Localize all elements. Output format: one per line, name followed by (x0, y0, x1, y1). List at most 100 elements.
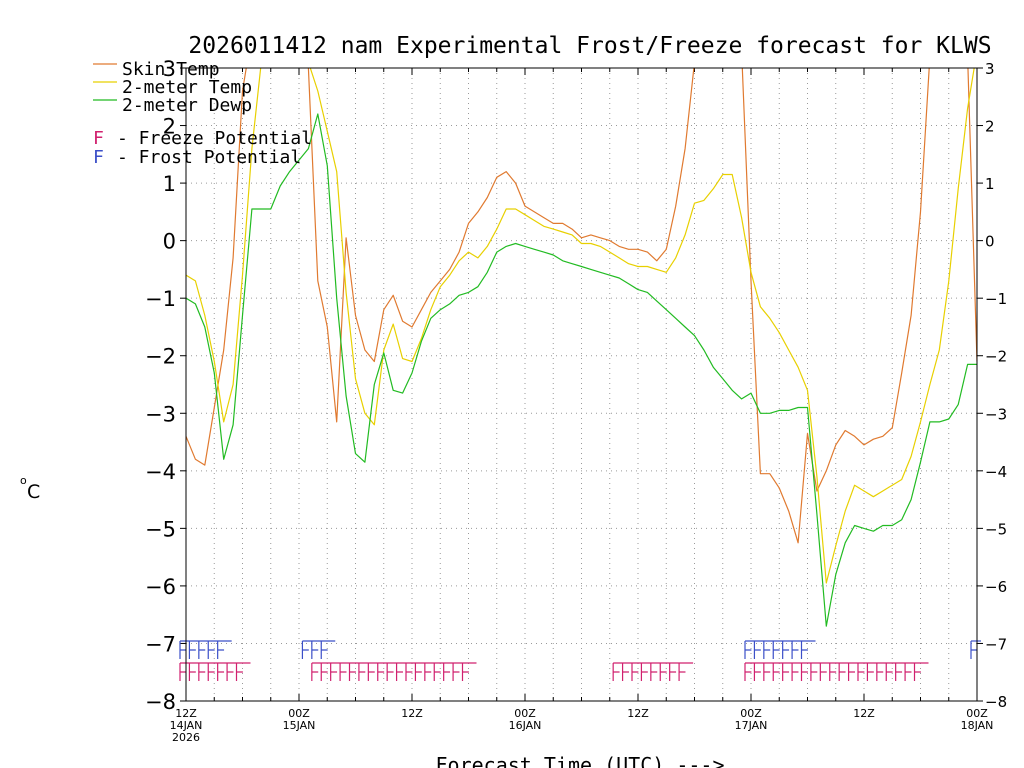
freeze-mark (414, 663, 422, 681)
freeze-mark (377, 663, 385, 681)
freeze-mark (885, 663, 893, 681)
frost-mark (320, 641, 328, 659)
y-tick-label-left: 0 (163, 230, 176, 254)
freeze-mark (753, 663, 761, 681)
frost-mark (970, 641, 978, 659)
freeze-mark (198, 663, 206, 681)
freeze-mark (179, 663, 187, 681)
freeze-mark (631, 663, 639, 681)
y-tick-label-right: −8 (985, 693, 1007, 711)
x-tick-label: 00Z (514, 707, 536, 720)
y-tick-label-right: −4 (985, 463, 1007, 481)
freeze-mark (395, 663, 403, 681)
potential-markers (179, 640, 981, 681)
potential-legend-mark: F (93, 128, 104, 149)
frost-mark (782, 641, 790, 659)
x-tick-label: 12Z (401, 707, 423, 720)
freeze-mark (819, 663, 827, 681)
frost-mark (311, 641, 319, 659)
freeze-mark (405, 663, 413, 681)
freeze-mark (866, 663, 874, 681)
x-tick-label: 12Z (853, 707, 875, 720)
frost-mark (744, 641, 752, 659)
series-lines (186, 68, 977, 627)
freeze-mark (782, 663, 790, 681)
series-line (186, 68, 977, 544)
freeze-mark (207, 663, 215, 681)
y-axis: −8 −8 −7 −7 −6 −6 −5 −5 −4 −4 −3 −3 −2 −2 −1 −1 0 0 1 1 2 2 3 3 (145, 57, 1007, 714)
x-tick-label: 18JAN (961, 719, 994, 732)
x-tick-label: 12Z (175, 707, 197, 720)
frost-mark (800, 641, 808, 659)
y-tick-label-left: −5 (145, 517, 176, 541)
grid-lines (186, 68, 977, 701)
x-axis-label: Forecast Time (UTC) ---> (436, 753, 725, 768)
frost-mark (772, 641, 780, 659)
plot-frame (185, 67, 978, 702)
frost-mark (753, 641, 761, 659)
freeze-mark (650, 663, 658, 681)
freeze-mark (367, 663, 375, 681)
legend-label: 2-meter Temp (122, 77, 252, 98)
y-tick-label-right: −6 (985, 578, 1007, 596)
x-tick-label: 15JAN (283, 719, 316, 732)
potential-legend-label: - Freeze Potential (117, 128, 312, 149)
freeze-mark (800, 663, 808, 681)
x-tick-label: 00Z (740, 707, 762, 720)
freeze-mark (669, 663, 677, 681)
y-tick-label-right: −7 (985, 635, 1007, 653)
y-tick-label-right: −3 (985, 405, 1007, 423)
y-axis-unit-degree: o (20, 474, 27, 487)
y-tick-label-left: −1 (145, 287, 176, 311)
freeze-mark (226, 663, 234, 681)
freeze-mark (857, 663, 865, 681)
freeze-mark (829, 663, 837, 681)
freeze-mark (235, 663, 243, 681)
freeze-mark (810, 663, 818, 681)
legend-label: 2-meter Dewp (122, 95, 252, 116)
x-tick-label: 14JAN (170, 719, 203, 732)
freeze-mark (895, 663, 903, 681)
frost-mark (217, 641, 225, 659)
freeze-mark (904, 663, 912, 681)
legend-label: Skin Temp (122, 59, 220, 80)
freeze-mark (348, 663, 356, 681)
frost-mark (179, 641, 187, 659)
frost-mark (188, 641, 196, 659)
frost-mark (763, 641, 771, 659)
y-tick-label-left: 2 (163, 115, 176, 139)
y-tick-label-right: 1 (985, 175, 995, 193)
freeze-mark (659, 663, 667, 681)
freeze-mark (621, 663, 629, 681)
frost-mark (198, 641, 206, 659)
freeze-mark (612, 663, 620, 681)
freeze-mark (330, 663, 338, 681)
freeze-mark (461, 663, 469, 681)
freeze-mark (443, 663, 451, 681)
freeze-mark (386, 663, 394, 681)
series-line (186, 68, 975, 584)
y-tick-label-left: −4 (145, 460, 176, 484)
y-tick-label-right: 2 (985, 118, 995, 136)
frost-mark (791, 641, 799, 659)
chart-title: 2026011412 nam Experimental Frost/Freeze… (188, 33, 991, 59)
freeze-mark (763, 663, 771, 681)
y-tick-label-left: −3 (145, 402, 176, 426)
freeze-mark (217, 663, 225, 681)
freeze-mark (424, 663, 432, 681)
x-tick-label: 2026 (172, 731, 200, 744)
y-tick-label-left: 3 (163, 57, 176, 81)
potential-legend-mark: F (93, 147, 104, 168)
freeze-mark (791, 663, 799, 681)
freeze-mark (876, 663, 884, 681)
freeze-mark (358, 663, 366, 681)
freeze-mark (320, 663, 328, 681)
freeze-mark (640, 663, 648, 681)
freeze-mark (678, 663, 686, 681)
x-tick-label: 16JAN (509, 719, 542, 732)
freeze-mark (452, 663, 460, 681)
freeze-mark (913, 663, 921, 681)
potential-legend-label: - Frost Potential (117, 147, 301, 168)
